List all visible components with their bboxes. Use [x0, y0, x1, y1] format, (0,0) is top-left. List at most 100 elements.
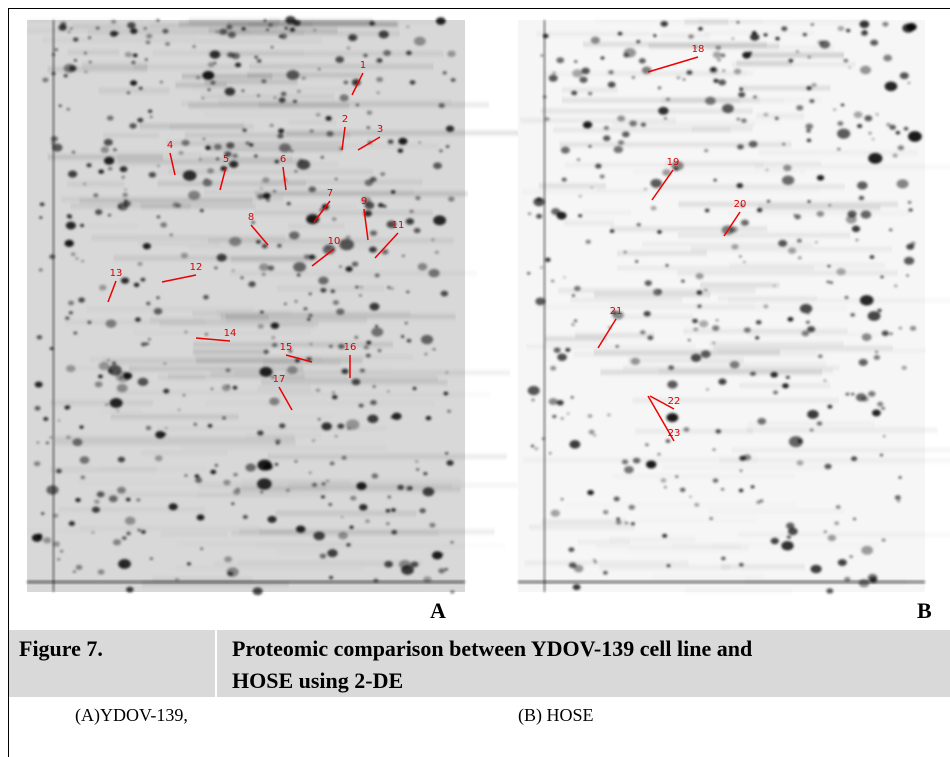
streak [54, 441, 296, 444]
streak [192, 312, 411, 315]
spot [271, 342, 278, 348]
spot [588, 145, 592, 148]
streak [731, 449, 950, 452]
streak [610, 227, 768, 230]
gel-image [518, 20, 950, 594]
spot-label: 9 [361, 196, 367, 207]
spot [260, 491, 264, 494]
spot [533, 197, 545, 207]
spot [439, 149, 443, 153]
spot [736, 117, 741, 121]
spot [693, 327, 699, 332]
spot [286, 202, 291, 206]
spot [898, 327, 902, 330]
streak [220, 315, 456, 318]
spot [560, 146, 570, 154]
spot [80, 475, 86, 480]
spot [848, 66, 852, 69]
spot-label: 7 [327, 188, 333, 199]
streak [746, 429, 938, 431]
spot [817, 354, 823, 358]
spot [712, 325, 720, 331]
spot [184, 331, 188, 334]
spot [750, 485, 755, 489]
spot [98, 169, 105, 174]
spot [595, 163, 602, 169]
spot [881, 406, 886, 410]
spot [406, 50, 412, 56]
streak [98, 89, 170, 92]
streak [678, 203, 899, 206]
spot [807, 55, 811, 59]
streak [79, 527, 261, 529]
streak [617, 267, 814, 269]
spot [787, 527, 798, 536]
spot-label: 6 [280, 154, 286, 165]
spot [766, 200, 771, 203]
spot [445, 145, 450, 148]
caption-cell: Figure 7. [9, 630, 215, 697]
spot [895, 131, 901, 135]
spot [694, 503, 700, 507]
spot [184, 474, 188, 477]
spot [757, 417, 767, 425]
spot [446, 460, 454, 466]
spot [781, 175, 795, 186]
spot [202, 70, 215, 80]
spot [284, 302, 287, 305]
spot [853, 111, 863, 119]
spot [34, 381, 43, 388]
spot [148, 109, 153, 113]
spot [58, 104, 62, 107]
spot [227, 571, 234, 577]
spot [645, 443, 649, 447]
spot [417, 263, 428, 271]
spot [749, 33, 760, 41]
streak [600, 370, 823, 374]
spot [356, 482, 367, 491]
spot [699, 320, 709, 328]
streak [658, 369, 833, 372]
spot-label: 20 [734, 199, 747, 210]
spot [279, 423, 286, 429]
spot [665, 97, 670, 101]
spots [31, 16, 456, 596]
spot [720, 487, 725, 491]
spot [308, 313, 313, 318]
streak [217, 32, 400, 35]
spot [755, 336, 760, 340]
spot [370, 400, 377, 406]
streak [168, 170, 373, 173]
spot [556, 400, 564, 406]
spot [643, 310, 651, 317]
spot [877, 401, 884, 407]
spot [624, 465, 634, 474]
spot [858, 358, 868, 366]
streak [259, 530, 495, 534]
spot [884, 81, 898, 92]
spot [640, 330, 646, 335]
spot [105, 319, 117, 328]
spot [894, 284, 898, 288]
spot [653, 34, 657, 38]
streak [747, 422, 875, 425]
spot [845, 215, 857, 224]
streak [28, 20, 160, 22]
spot [116, 409, 120, 412]
spot [94, 209, 103, 215]
spot [409, 209, 414, 213]
spot [388, 140, 393, 144]
spot [328, 503, 333, 506]
spot [57, 419, 61, 422]
spot [73, 331, 78, 335]
spot-label: 19 [667, 157, 680, 168]
spot [715, 319, 719, 322]
streak [561, 98, 741, 102]
spot [805, 123, 814, 130]
spot [737, 144, 744, 150]
streak [520, 119, 677, 122]
spot [406, 338, 412, 343]
spot [688, 34, 694, 39]
spot [892, 153, 898, 158]
spot [713, 78, 719, 83]
